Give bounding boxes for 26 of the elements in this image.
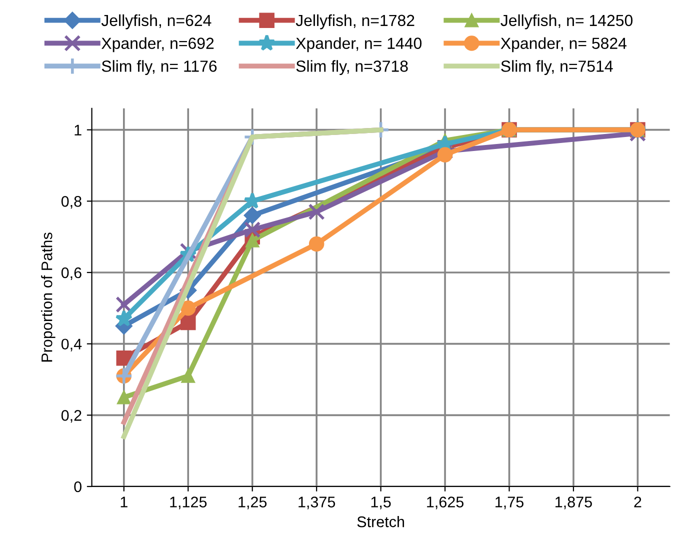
legend-label: Xpander, n= 1440 bbox=[296, 37, 422, 52]
x-tick-label: 1 bbox=[120, 496, 128, 508]
y-tick-label: 0 bbox=[74, 481, 82, 492]
x-axis-title: Stretch bbox=[357, 516, 404, 528]
y-tick-label: 1 bbox=[74, 124, 82, 136]
legend-label: Slim fly, n= 1176 bbox=[102, 60, 217, 76]
x-tick-label: 2 bbox=[634, 496, 642, 508]
legend-label: Jellyfish, n=1782 bbox=[296, 14, 414, 30]
legend-label: Xpander, n=692 bbox=[102, 37, 214, 52]
legend-label: Xpander, n= 5824 bbox=[500, 37, 626, 52]
y-tick-label: 0,8 bbox=[61, 196, 82, 209]
y-axis-title: Proportion of Paths bbox=[41, 232, 56, 362]
x-tick-label: 1,875 bbox=[556, 496, 592, 510]
y-tick-label: 0,2 bbox=[61, 410, 82, 423]
x-tick-label: 1,75 bbox=[496, 496, 524, 510]
x-tick-label: 1,25 bbox=[238, 496, 267, 510]
y-tick-label: 0,6 bbox=[61, 267, 82, 280]
legend-label: Jellyfish, n=624 bbox=[101, 14, 212, 30]
x-tick-label: 1,5 bbox=[371, 496, 391, 510]
legend-label: Slim fly, n=7514 bbox=[501, 60, 613, 76]
y-tick-label: 0,4 bbox=[61, 338, 82, 352]
x-tick-label: 1,125 bbox=[170, 496, 207, 510]
legend-label: Jellyfish, n= 14250 bbox=[500, 14, 633, 30]
x-tick-label: 1,625 bbox=[427, 496, 464, 510]
legend-label: Slim fly, n=3718 bbox=[296, 60, 408, 76]
x-tick-label: 1,375 bbox=[298, 496, 336, 510]
